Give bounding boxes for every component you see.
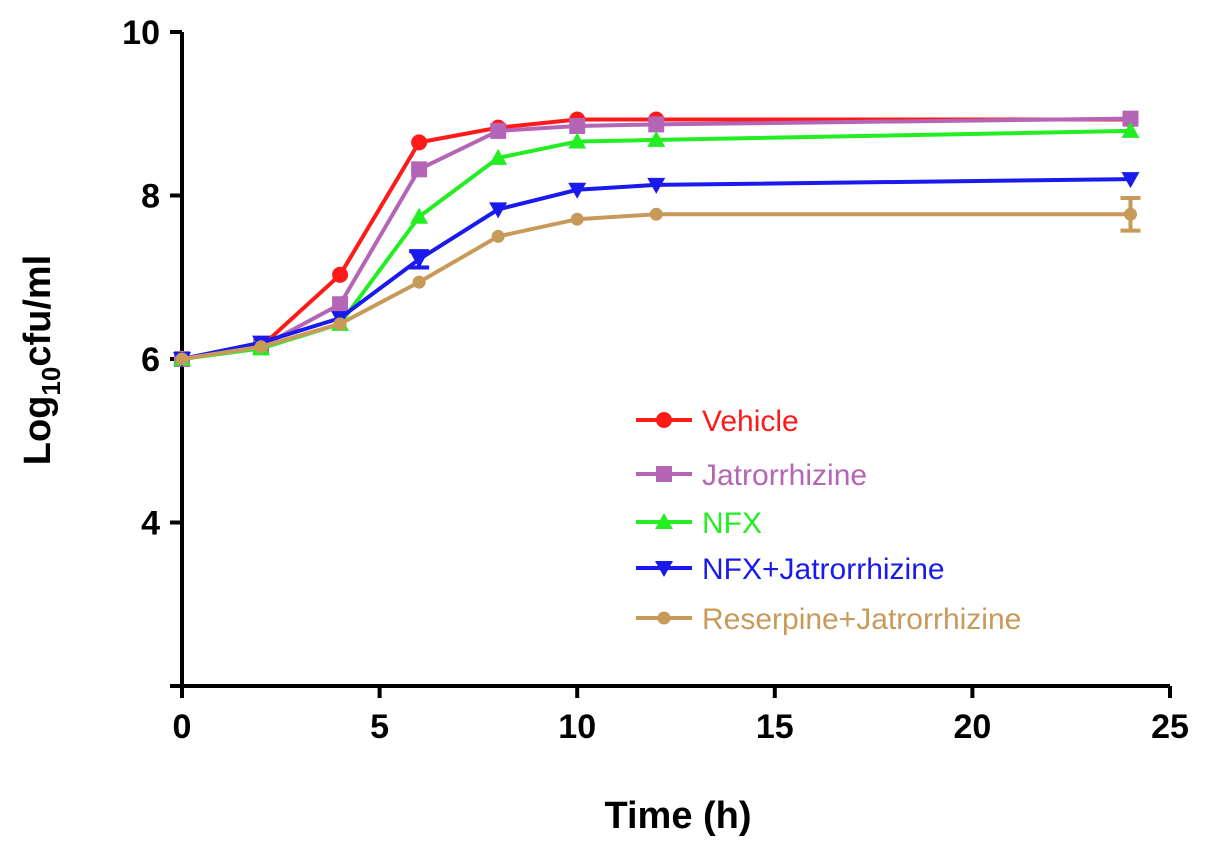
legend-marker (657, 611, 671, 625)
data-point (254, 340, 268, 354)
data-point (333, 317, 347, 331)
data-point (491, 229, 505, 243)
data-point (489, 202, 508, 219)
y-tick-label: 6 (141, 341, 160, 379)
data-point (411, 161, 428, 178)
data-point (175, 352, 189, 366)
data-point (410, 252, 429, 269)
data-point (489, 148, 508, 165)
data-point (568, 182, 587, 199)
legend-label: NFX (702, 507, 762, 540)
data-point (649, 207, 663, 221)
data-point (332, 266, 349, 283)
legend-marker (656, 412, 672, 428)
series-line (181, 212, 1131, 361)
axes: 0 5 10 15 20 25 4 6 8 10 (122, 14, 1189, 746)
y-axis-label: Log10cfu/ml (17, 255, 66, 465)
data-point (1122, 110, 1139, 127)
data-point (411, 134, 428, 151)
legend-marker (655, 561, 673, 577)
data-point (647, 130, 666, 147)
x-tick-label: 10 (558, 708, 596, 746)
data-point (410, 207, 429, 224)
x-tick-label: 20 (953, 708, 991, 746)
legend-item: Vehicle (636, 405, 799, 438)
y-tick-label: 8 (141, 178, 160, 216)
data-point (568, 132, 587, 149)
data-point (1121, 121, 1140, 138)
data-point (648, 116, 665, 133)
x-tick-label: 15 (756, 708, 794, 746)
data-point (490, 122, 507, 139)
data-point (647, 177, 666, 194)
data-point (569, 118, 586, 135)
legend: Vehicle Jatrorrhizine NFX NFX+Jatrorrhizine… (636, 405, 1021, 636)
legend-marker (656, 466, 672, 482)
series-group (173, 110, 1141, 368)
legend-label: Vehicle (702, 405, 799, 438)
legend-label: NFX+Jatrorrhizine (702, 553, 945, 586)
x-tick-label: 5 (370, 708, 389, 746)
x-axis-label: Time (h) (604, 795, 751, 837)
series-line (181, 177, 1131, 361)
series-reserpine-jatrorrhizine (175, 195, 1141, 366)
x-tick-label: 0 (173, 708, 192, 746)
y-tick-label: 10 (122, 14, 160, 52)
x-tick-label: 25 (1151, 708, 1189, 746)
legend-label: Jatrorrhizine (702, 459, 867, 492)
legend-item: NFX (636, 507, 762, 540)
data-point (1123, 207, 1137, 221)
legend-item: NFX+Jatrorrhizine (636, 553, 945, 586)
legend-marker (655, 513, 673, 529)
legend-item: Reserpine+Jatrorrhizine (636, 603, 1021, 636)
y-tick-label: 4 (141, 505, 160, 543)
data-point (570, 212, 584, 226)
data-point (412, 275, 426, 289)
series-line (181, 117, 1131, 361)
legend-item: Jatrorrhizine (636, 459, 867, 492)
legend-label: Reserpine+Jatrorrhizine (702, 603, 1021, 636)
series-nfx-jatrorrhizine (173, 172, 1140, 368)
data-point (1121, 172, 1140, 189)
data-point (332, 296, 349, 313)
